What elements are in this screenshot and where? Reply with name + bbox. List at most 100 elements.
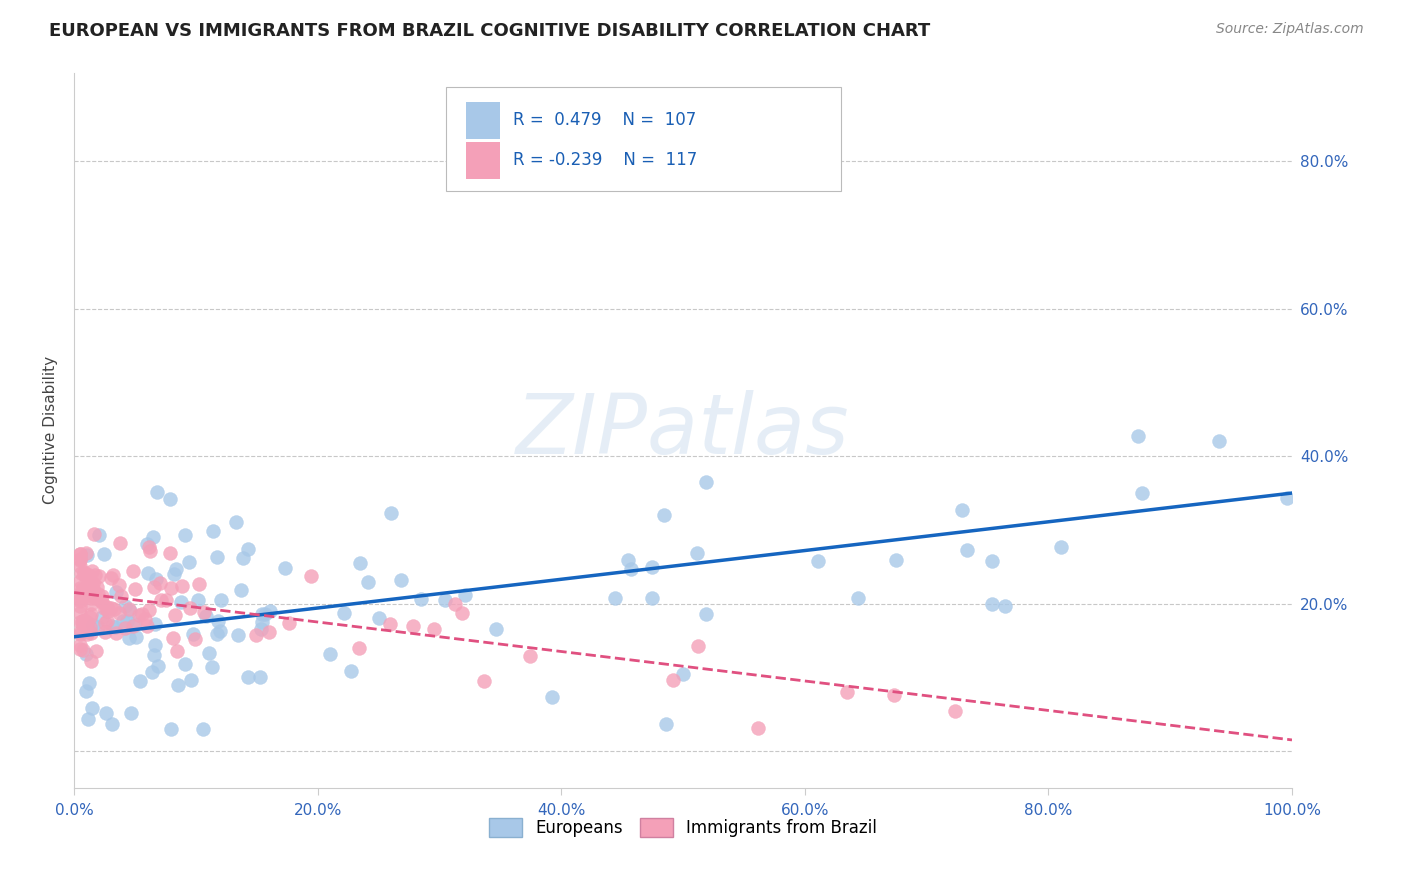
Point [165, 562, 187, 576]
Point [835, 685, 858, 699]
Point [83, 527, 105, 541]
Point [201, 659, 224, 673]
Point [1049, 541, 1071, 555]
Point [69, 566, 91, 580]
Point [80, 607, 103, 622]
Point [207, 615, 229, 629]
Point [100, 716, 122, 731]
Point [259, 604, 281, 618]
Point [76, 615, 98, 630]
Point [232, 550, 254, 565]
Point [226, 628, 249, 642]
Point [79, 620, 101, 634]
Point [143, 648, 166, 662]
Point [128, 674, 150, 689]
Point [82, 582, 104, 596]
Point [245, 628, 267, 642]
Point [94, 615, 117, 630]
Point [685, 546, 707, 560]
Point [159, 546, 181, 560]
Point [519, 649, 541, 664]
Point [91, 590, 114, 604]
Point [104, 620, 127, 634]
Point [72, 614, 94, 628]
Point [89, 528, 111, 542]
Point [956, 543, 979, 558]
Point [252, 615, 274, 630]
Point [640, 591, 662, 605]
Point [69, 606, 91, 620]
Point [69, 587, 91, 601]
Point [170, 595, 193, 609]
Point [943, 704, 966, 718]
Point [96, 601, 118, 615]
Point [101, 619, 124, 633]
Point [672, 666, 695, 681]
Point [257, 624, 280, 639]
Point [695, 607, 717, 622]
Point [193, 606, 215, 620]
Text: Source: ZipAtlas.com: Source: ZipAtlas.com [1216, 22, 1364, 37]
Point [87, 587, 110, 601]
Point [191, 722, 214, 736]
Point [149, 575, 172, 590]
Point [77, 676, 100, 690]
Point [121, 618, 143, 632]
Point [472, 673, 495, 688]
Point [162, 631, 184, 645]
Point [124, 616, 146, 631]
Point [145, 572, 167, 586]
Point [231, 583, 253, 598]
Point [79, 597, 101, 611]
Point [347, 640, 370, 655]
Point [69, 627, 91, 641]
Point [72, 591, 94, 605]
Point [150, 592, 173, 607]
Point [139, 544, 162, 558]
Point [100, 601, 122, 615]
Point [115, 614, 138, 628]
Point [110, 589, 132, 603]
Point [299, 569, 322, 583]
Point [846, 591, 869, 605]
Point [142, 580, 165, 594]
Point [155, 592, 177, 607]
Point [77, 712, 100, 726]
Point [238, 541, 260, 556]
Point [72, 617, 94, 632]
Point [69, 642, 91, 657]
Point [451, 607, 474, 621]
Point [225, 515, 247, 529]
Point [70, 615, 93, 629]
Point [86, 580, 108, 594]
Point [70, 582, 93, 596]
Point [73, 566, 96, 581]
Point [136, 619, 159, 633]
Point [96, 614, 118, 628]
Point [688, 639, 710, 653]
Point [655, 716, 678, 731]
Point [80, 588, 103, 602]
Point [603, 591, 626, 605]
Point [181, 626, 204, 640]
Point [69, 558, 91, 573]
Point [69, 593, 91, 607]
Point [87, 620, 110, 634]
Point [349, 557, 371, 571]
Point [104, 626, 127, 640]
Point [69, 553, 91, 567]
Bar [467, 142, 501, 178]
Point [120, 706, 142, 721]
Point [72, 643, 94, 657]
Point [141, 665, 163, 680]
Point [94, 625, 117, 640]
Point [198, 646, 221, 660]
Point [367, 611, 389, 625]
Point [179, 601, 201, 615]
Point [91, 610, 114, 624]
Point [747, 721, 769, 735]
Point [82, 575, 104, 590]
Point [118, 604, 141, 618]
Point [69, 638, 91, 652]
Point [80, 626, 103, 640]
